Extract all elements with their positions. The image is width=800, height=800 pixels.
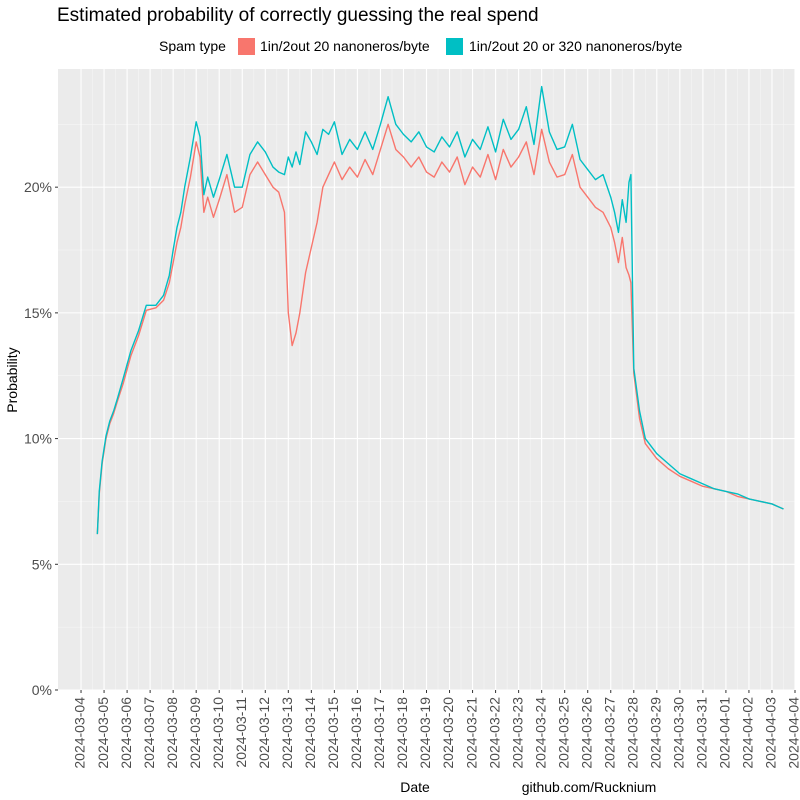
legend-title: Spam type — [159, 38, 226, 54]
minor-gridlines — [58, 69, 795, 690]
series-lines — [96, 85, 784, 535]
x-tick-label: 2024-03-05 — [95, 697, 111, 769]
x-tick-label: 2024-03-15 — [325, 697, 341, 769]
x-tick-label: 2024-03-18 — [394, 697, 410, 769]
x-tick-label: 2024-04-01 — [717, 697, 733, 769]
x-tick-label: 2024-03-13 — [279, 697, 295, 769]
x-tick-label: 2024-03-21 — [463, 697, 479, 769]
y-tick-label: 0% — [32, 682, 52, 698]
x-tick-label: 2024-03-23 — [509, 697, 525, 769]
x-tick-label: 2024-03-11 — [233, 697, 249, 768]
x-tick-label: 2024-03-16 — [348, 697, 364, 769]
x-tick-label: 2024-03-25 — [555, 697, 571, 769]
x-axis-title: Date — [400, 779, 430, 795]
series-line-2 — [96, 85, 784, 535]
y-tick-label: 10% — [24, 431, 52, 447]
y-axis-ticks: 0% 5% 10% 15% 20% — [24, 179, 58, 698]
x-tick-label: 2024-03-28 — [624, 697, 640, 769]
y-tick-label: 15% — [24, 305, 52, 321]
y-tick-label: 20% — [24, 179, 52, 195]
legend-label-series-1: 1in/2out 20 nanoneros/byte — [260, 38, 430, 54]
x-tick-label: 2024-03-22 — [486, 697, 502, 769]
chart-title: Estimated probability of correctly guess… — [57, 5, 539, 26]
x-tick-label: 2024-04-02 — [740, 697, 756, 769]
x-tick-label: 2024-03-07 — [141, 697, 157, 769]
x-tick-label: 2024-03-20 — [440, 697, 456, 769]
x-tick-label: 2024-04-04 — [786, 697, 800, 769]
x-tick-label: 2024-03-26 — [578, 697, 594, 769]
x-tick-label: 2024-03-09 — [187, 697, 203, 769]
x-tick-label: 2024-03-27 — [601, 697, 617, 769]
x-tick-label: 2024-03-29 — [648, 697, 664, 769]
x-tick-label: 2024-03-12 — [256, 697, 272, 769]
x-tick-label: 2024-03-06 — [118, 697, 134, 769]
x-tick-label: 2024-03-17 — [371, 697, 387, 769]
x-tick-label: 2024-03-14 — [302, 697, 318, 769]
series-line-1 — [96, 123, 784, 535]
y-axis-title: Probability — [4, 347, 20, 412]
x-tick-label: 2024-03-04 — [72, 697, 88, 769]
x-tick-label: 2024-03-31 — [694, 697, 710, 769]
chart-caption: github.com/Rucknium — [522, 779, 657, 795]
y-tick-label: 5% — [32, 556, 52, 572]
x-tick-label: 2024-03-10 — [210, 697, 226, 769]
x-tick-label: 2024-04-03 — [763, 697, 779, 769]
legend-label-series-2: 1in/2out 20 or 320 nanoneros/byte — [469, 38, 682, 54]
x-tick-label: 2024-03-24 — [532, 697, 548, 769]
x-tick-label: 2024-03-19 — [417, 697, 433, 769]
legend: Spam type 1in/2out 20 nanoneros/byte 1in… — [159, 38, 682, 55]
legend-key-series-2 — [446, 38, 463, 55]
legend-key-series-1 — [238, 38, 255, 55]
x-tick-label: 2024-03-08 — [164, 697, 180, 769]
x-axis-ticks: 2024-03-04 2024-03-05 2024-03-06 2024-03-07… — [72, 690, 800, 769]
x-tick-label: 2024-03-30 — [671, 697, 687, 769]
